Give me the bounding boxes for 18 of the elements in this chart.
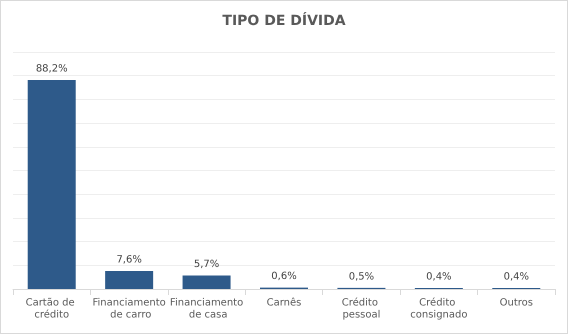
bar	[182, 275, 231, 289]
data-label: 5,7%	[194, 258, 220, 270]
x-tick-label: Financiamento de casa	[170, 298, 244, 320]
x-tick-label: Crédito pessoal	[342, 298, 382, 320]
x-tick-label: Carnês	[266, 298, 302, 308]
x-tick-label: Crédito consignado	[410, 298, 468, 320]
x-tick-label: Financiamento de carro	[92, 298, 166, 320]
data-label: 0,4%	[426, 272, 452, 283]
chart-title: TIPO DE DÍVIDA	[222, 12, 346, 29]
bar	[105, 270, 154, 289]
data-label: 88,2%	[36, 63, 68, 74]
x-tick-label: Cartão de crédito	[26, 298, 78, 320]
x-tick-label: Outros	[500, 298, 533, 308]
bar	[28, 80, 76, 289]
data-label: 0,5%	[348, 271, 374, 282]
data-label: 0,6%	[271, 271, 297, 282]
data-label: 0,4%	[504, 272, 529, 283]
data-label: 7,6%	[116, 254, 142, 266]
